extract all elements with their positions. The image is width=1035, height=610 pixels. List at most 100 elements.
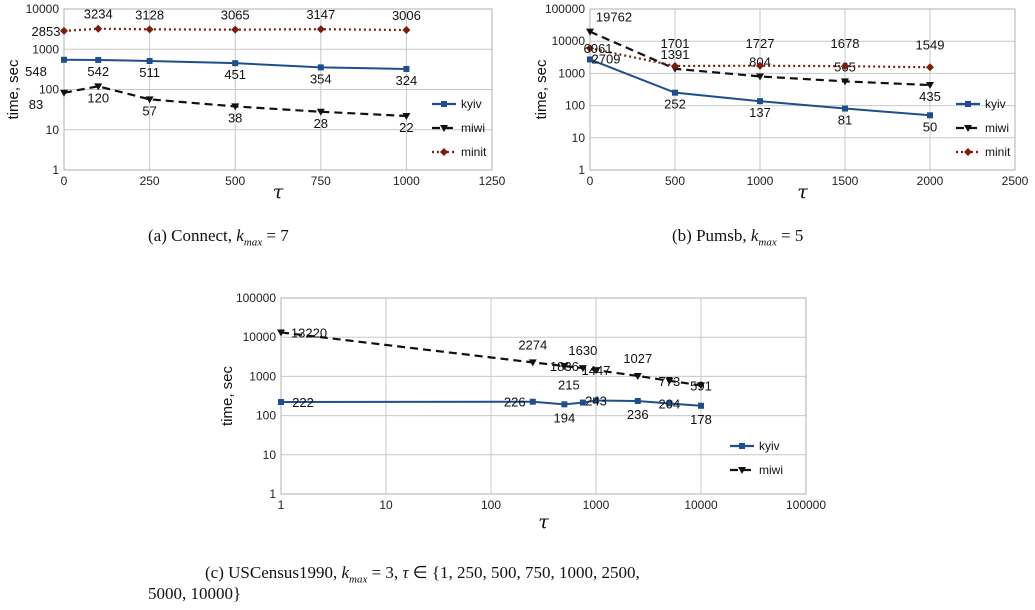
data-point-miwi	[578, 365, 587, 373]
data-point-kyiv	[278, 399, 284, 406]
legend-marker-minit	[440, 148, 448, 156]
data-label-miwi: 2274	[518, 337, 547, 352]
legend-label-kyiv: kyiv	[985, 97, 1006, 111]
legend-marker-kyiv	[739, 443, 745, 449]
data-label-miwi: 773	[659, 374, 681, 389]
data-point-miwi	[841, 78, 849, 86]
data-point-miwi	[145, 96, 154, 104]
data-label-miwi: 38	[228, 110, 242, 125]
data-label-miwi: 1447	[582, 363, 611, 378]
data-point-minit	[231, 25, 240, 34]
data-point-kyiv	[698, 402, 704, 409]
data-label-minit: 1678	[831, 36, 860, 51]
chart-b: 1 10 100 1000 10000 100000 0 500 1000 1500 2000 250…	[533, 2, 1029, 203]
data-point-minit	[926, 63, 934, 72]
caption-c-rest2: ∈ {1, 250, 500, 750, 1000, 2500,	[408, 563, 640, 582]
data-point-kyiv	[757, 98, 763, 105]
x-tick-label: 10	[379, 498, 393, 512]
data-label-minit: 3006	[392, 8, 421, 23]
data-label-miwi: 83	[29, 97, 43, 112]
data-point-miwi	[560, 363, 569, 371]
data-label-kyiv: 548	[25, 64, 47, 79]
series-kyiv: 548 542 511 451 354 324 kyiv	[25, 56, 482, 111]
data-label-miwi: 591	[690, 378, 712, 393]
legend-marker-miwi	[440, 125, 448, 132]
data-label-minit: 1549	[916, 37, 945, 52]
caption-a-kvar: k	[236, 226, 244, 245]
data-point-kyiv	[927, 112, 933, 119]
data-label-kyiv: 178	[690, 412, 712, 427]
data-point-kyiv	[842, 105, 848, 112]
data-label-kyiv: 451	[224, 67, 246, 82]
y-tick-label: 10	[572, 131, 586, 145]
x-tick-label: 250	[140, 174, 160, 188]
data-label-miwi: 1027	[623, 351, 652, 366]
y-tick-label: 100	[256, 409, 276, 423]
data-point-minit	[756, 61, 764, 70]
data-label-kyiv: 236	[627, 407, 649, 422]
data-point-kyiv	[232, 60, 239, 67]
data-label-minit: 3234	[84, 7, 113, 22]
x-axis-label: τ	[273, 181, 284, 203]
series-line-minit	[63, 27, 407, 33]
caption-b-label: (b) Pumsb,	[672, 226, 751, 245]
data-label-kyiv: 542	[87, 64, 109, 79]
plot-frame	[280, 297, 807, 495]
data-label-miwi: 435	[919, 89, 941, 104]
x-tick-label: 100	[481, 498, 501, 512]
series-kyiv: 222 226 194 215 243 236 204 178 kyiv	[278, 378, 780, 453]
data-label-kyiv: 252	[664, 97, 686, 112]
data-point-miwi	[756, 73, 764, 81]
y-tick-label: 1000	[558, 66, 585, 80]
data-point-kyiv	[587, 56, 593, 63]
plot-frame	[589, 8, 1016, 171]
x-tick-label: 0	[587, 174, 594, 188]
x-tick-label: 1000	[747, 174, 774, 188]
data-point-kyiv	[561, 401, 568, 408]
series-kyiv: 2709 252 137 81 50 kyiv	[587, 51, 1006, 134]
data-point-kyiv	[666, 400, 673, 407]
chart-a: 1 10 100 1000 10000 0 250 500 750 1000 1250 time, s…	[5, 2, 506, 203]
caption-c-kvar: k	[341, 563, 350, 582]
data-point-miwi	[592, 367, 600, 375]
x-tick-label: 1	[278, 498, 285, 512]
data-point-kyiv	[146, 57, 153, 64]
data-point-kyiv	[593, 397, 599, 404]
legend-label-miwi: miwi	[985, 121, 1009, 135]
legend-marker-miwi	[964, 125, 972, 132]
legend-label-kyiv: kyiv	[461, 97, 482, 111]
data-point-miwi	[697, 382, 705, 390]
caption-b-kvar: k	[750, 226, 759, 245]
data-label-minit: 3065	[221, 8, 250, 23]
x-tick-label: 0	[61, 174, 68, 188]
caption-a-rest: = 7	[262, 226, 289, 245]
data-label-kyiv: 137	[749, 105, 771, 120]
x-tick-label: 2000	[917, 174, 944, 188]
y-tick-label: 10000	[552, 34, 586, 48]
caption-c-rest1: = 3,	[367, 563, 403, 582]
y-tick-label: 100	[39, 83, 59, 97]
series-line-kyiv	[63, 58, 407, 70]
caption-a-label: (a) Connect,	[148, 226, 237, 245]
y-tick-label: 10000	[26, 2, 60, 16]
y-tick-label: 1	[52, 163, 59, 177]
data-point-miwi	[60, 89, 68, 97]
data-label-minit: 1701	[661, 36, 690, 51]
data-point-miwi	[316, 108, 325, 116]
data-label-kyiv: 2709	[592, 51, 621, 66]
x-tick-label: 750	[311, 174, 331, 188]
y-axis-label: time, sec	[533, 59, 550, 120]
data-point-miwi	[94, 83, 103, 91]
y-tick-label: 100	[565, 99, 585, 113]
y-tick-label: 100000	[236, 291, 276, 305]
data-point-minit	[94, 24, 103, 33]
y-tick-label: 1	[578, 163, 585, 177]
caption-b-ksub: max	[758, 236, 777, 249]
legend-label-miwi: miwi	[759, 463, 783, 477]
data-label-miwi: 1630	[568, 343, 597, 358]
series-line-kyiv	[280, 399, 702, 407]
data-point-kyiv	[95, 56, 102, 63]
series-line-miwi	[63, 85, 407, 118]
plot-frame	[63, 8, 493, 171]
